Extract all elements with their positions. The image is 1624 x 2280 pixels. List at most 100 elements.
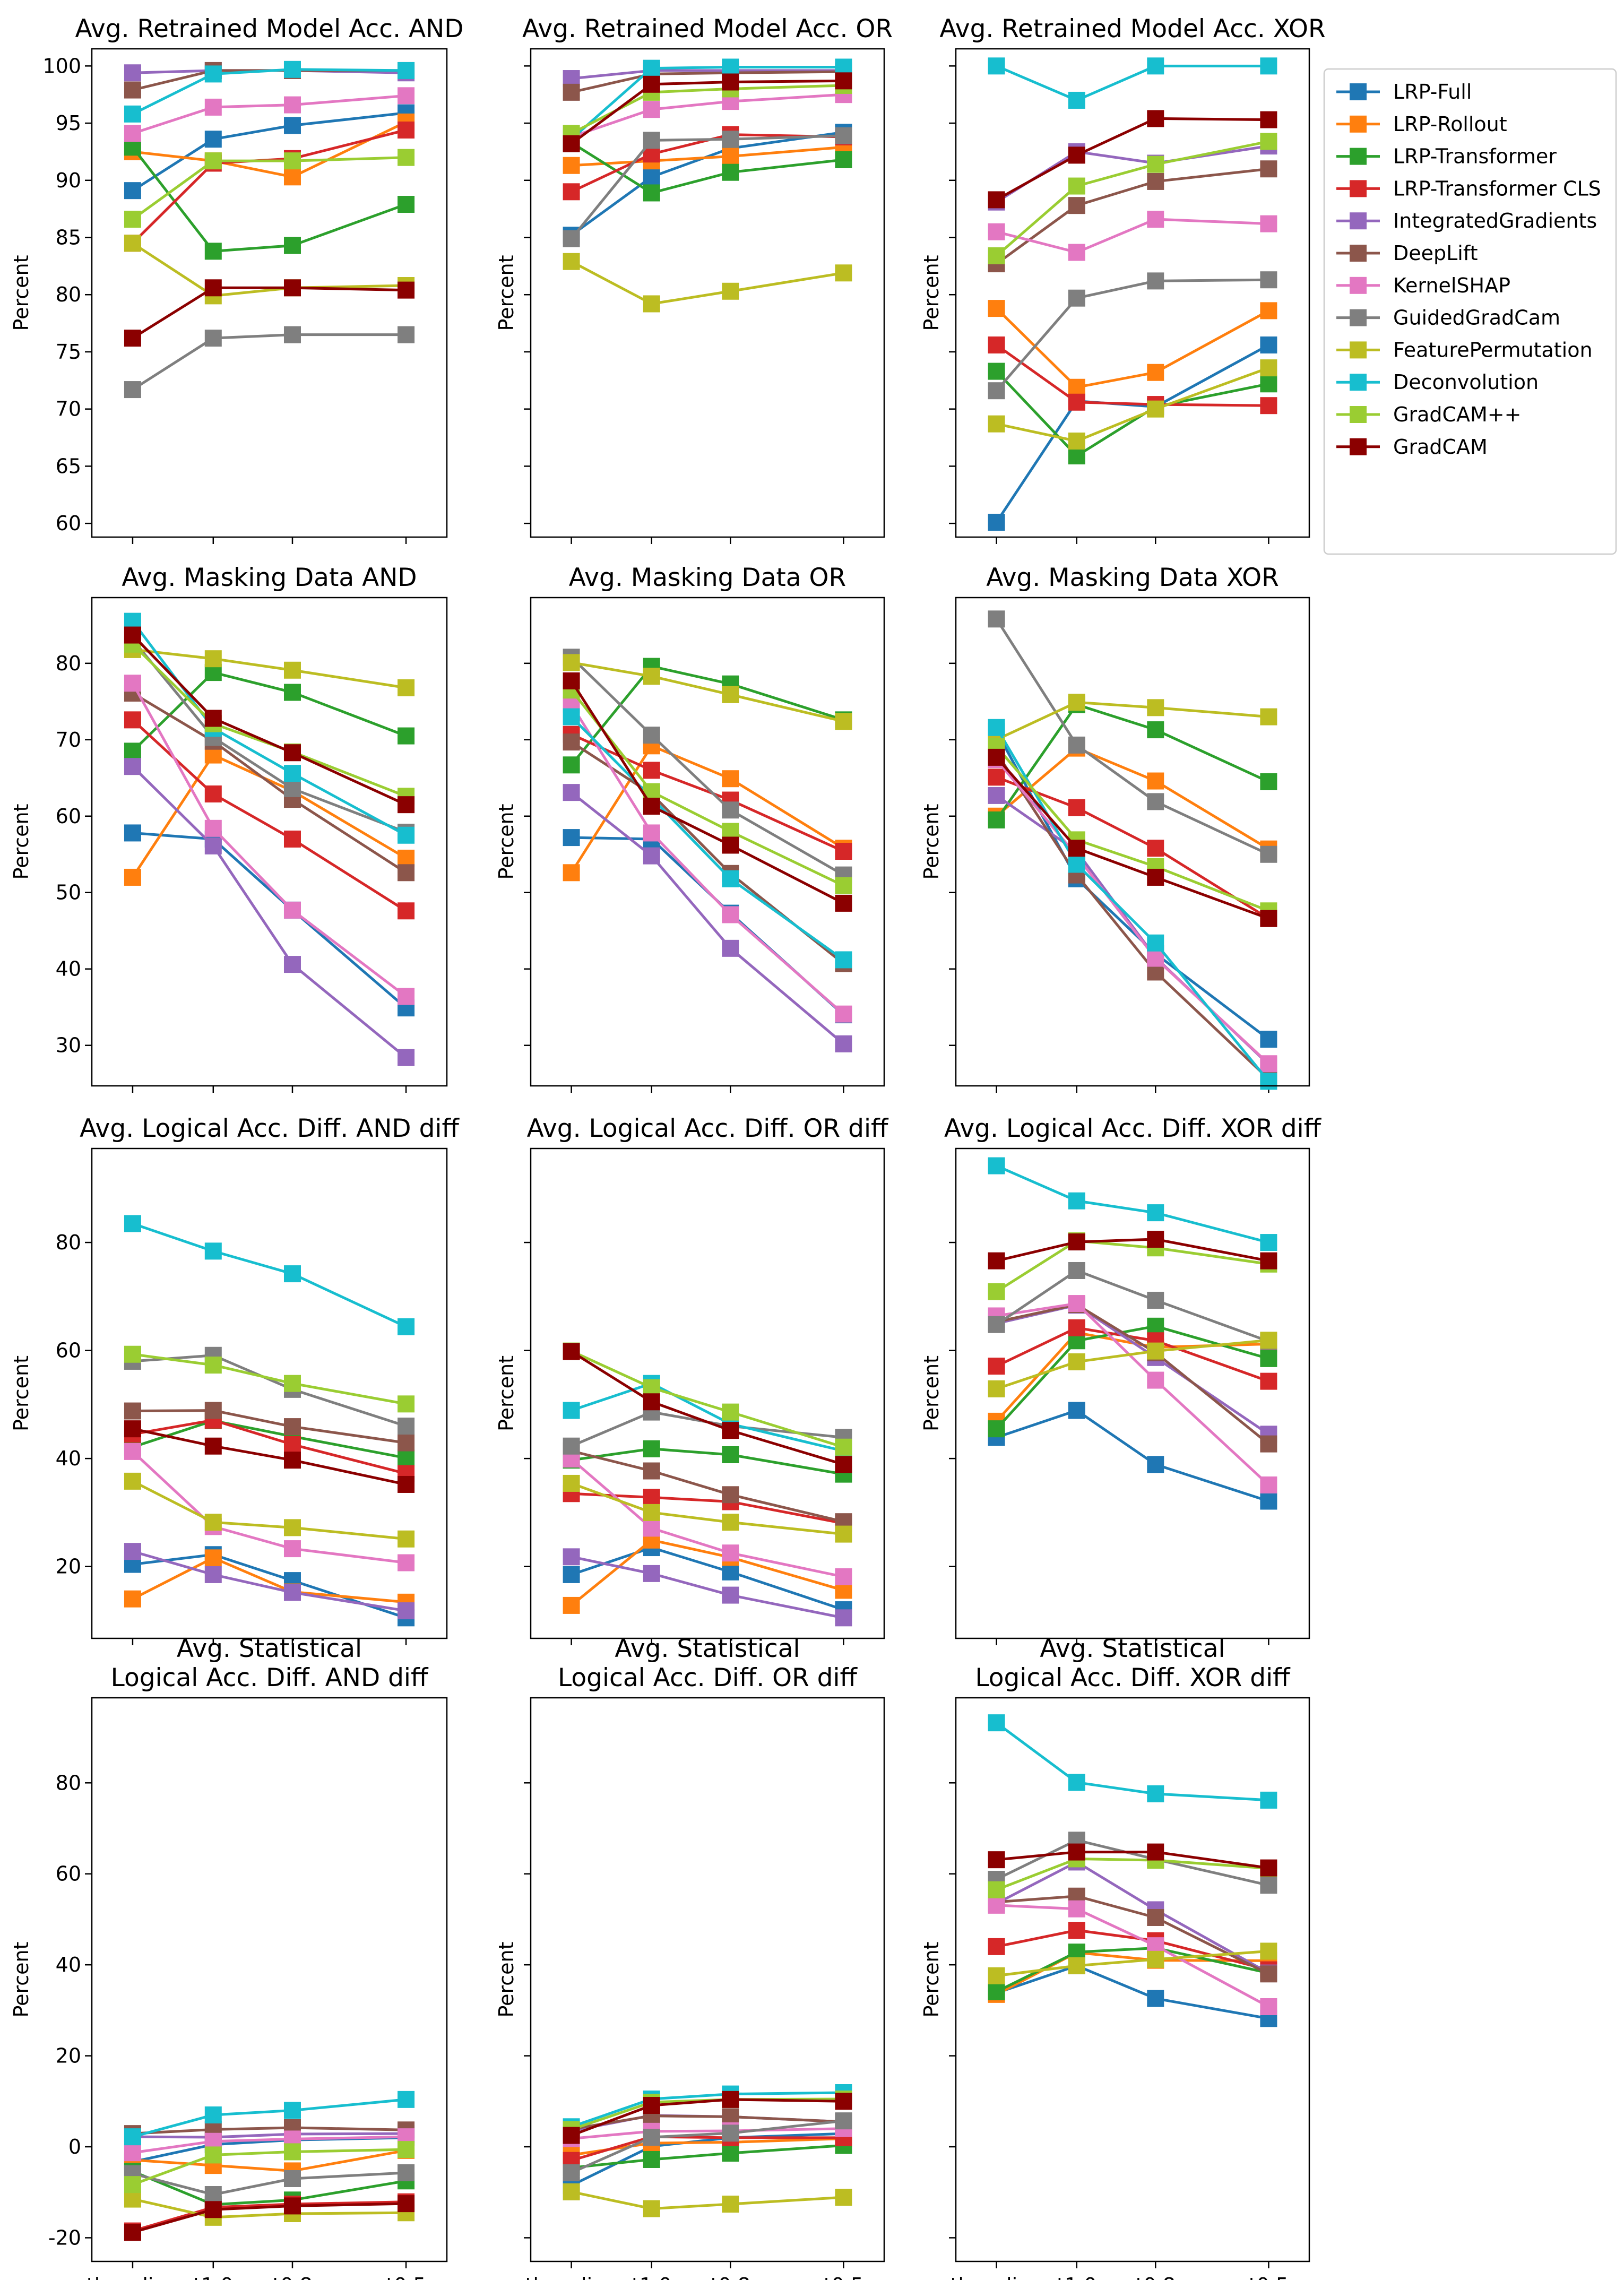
data-point xyxy=(835,877,852,894)
series-line xyxy=(570,689,844,887)
series-line xyxy=(995,140,1269,257)
series-line xyxy=(132,120,407,178)
data-point xyxy=(988,513,1005,531)
data-point xyxy=(124,1345,141,1363)
series-line xyxy=(995,278,1269,392)
series-line xyxy=(132,2098,407,2138)
data-point xyxy=(643,1519,660,1537)
data-point xyxy=(398,1049,415,1066)
series-featurepermutation xyxy=(988,359,1277,450)
data-point xyxy=(988,748,1005,766)
series-line xyxy=(571,661,844,723)
series-line xyxy=(132,1427,407,1486)
data-point xyxy=(1260,1942,1277,1960)
y-tick-label: 40 xyxy=(56,957,81,981)
data-point xyxy=(988,300,1005,317)
data-point xyxy=(835,151,852,168)
series-line xyxy=(132,2170,407,2206)
series-line xyxy=(996,64,1269,102)
data-point xyxy=(1147,949,1164,967)
data-point xyxy=(1260,160,1277,178)
series-line xyxy=(570,715,844,961)
legend-entry-lrp-transformer-cls: LRP-Transformer CLS xyxy=(1336,177,1601,200)
data-point xyxy=(124,711,141,729)
series-lrp-transformer xyxy=(563,1440,852,1483)
data-point xyxy=(1147,840,1164,857)
data-point xyxy=(988,1420,1005,1438)
data-point xyxy=(1260,1965,1277,1983)
panel-title: Avg. Logical Acc. Diff. XOR diff xyxy=(944,1114,1322,1143)
legend-entry-featurepermutation: FeaturePermutation xyxy=(1336,338,1593,361)
data-point xyxy=(643,727,660,744)
series-deconvolution xyxy=(988,57,1277,109)
series-featurepermutation xyxy=(988,694,1277,748)
series-line xyxy=(571,93,844,139)
series-line xyxy=(571,1411,844,1448)
series-gradcam xyxy=(124,2195,415,2241)
data-point xyxy=(1147,1950,1164,1968)
series-line xyxy=(995,703,1269,821)
data-point xyxy=(988,223,1005,240)
data-point xyxy=(835,2112,852,2130)
series-line xyxy=(132,2135,407,2154)
series-line xyxy=(571,69,844,80)
series-featurepermutation xyxy=(124,1472,415,1548)
series-guidedgradcam xyxy=(988,610,1277,863)
series-kernelshap xyxy=(563,696,852,1023)
data-point xyxy=(204,98,222,116)
data-point xyxy=(1260,1492,1277,1510)
data-point xyxy=(124,758,141,775)
data-point xyxy=(722,73,739,91)
series-line xyxy=(132,333,407,391)
axes-frame xyxy=(955,48,1310,538)
legend-label: IntegratedGradients xyxy=(1393,209,1597,232)
series-line xyxy=(132,1419,407,1459)
series-line xyxy=(995,618,1269,856)
series-kernelshap xyxy=(124,87,415,142)
series-line xyxy=(132,1553,407,1619)
data-point xyxy=(1147,1785,1164,1802)
panel-2-2: Avg. Logical Acc. Diff. XOR diff Percent xyxy=(920,1114,1322,1645)
legend-marker xyxy=(1350,212,1367,230)
series-line xyxy=(132,2198,407,2219)
data-point xyxy=(988,1157,1005,1174)
data-point xyxy=(1260,1031,1277,1048)
series-deeplift xyxy=(988,160,1277,273)
data-point xyxy=(283,1418,301,1436)
data-point xyxy=(563,157,580,174)
series-guidedgradcam xyxy=(988,271,1277,400)
data-point xyxy=(124,2190,141,2208)
data-point xyxy=(988,362,1005,380)
data-point xyxy=(563,1474,580,1492)
data-point xyxy=(1068,1843,1085,1861)
y-tick-label: 85 xyxy=(56,226,81,249)
x-tick-label: t0.5 xyxy=(386,2274,426,2280)
series-line xyxy=(996,1722,1269,1802)
data-point xyxy=(1068,1319,1085,1336)
data-point xyxy=(988,610,1005,628)
data-point xyxy=(835,2189,852,2206)
data-point xyxy=(988,1714,1005,1732)
data-point xyxy=(1068,1922,1085,1939)
y-axis-label: Percent xyxy=(920,255,943,331)
data-point xyxy=(563,1343,580,1360)
legend-label: GradCAM xyxy=(1393,435,1488,459)
axes-frame xyxy=(955,1147,1310,1639)
data-point xyxy=(204,819,222,837)
legend-label: LRP-Full xyxy=(1393,80,1472,103)
series-kernelshap xyxy=(988,211,1277,261)
data-point xyxy=(1260,397,1277,414)
data-point xyxy=(988,1252,1005,1269)
series-line xyxy=(570,744,844,874)
series-gradcam xyxy=(124,2141,415,2193)
data-point xyxy=(204,1437,222,1455)
series-kernelshap xyxy=(124,2128,415,2162)
data-point xyxy=(722,1446,739,1464)
legend-label: GradCAM++ xyxy=(1393,403,1521,426)
series-featurepermutation xyxy=(124,641,415,696)
series-gradcam xyxy=(124,149,415,228)
series-line xyxy=(571,836,845,1016)
y-tick-label: 80 xyxy=(56,652,81,675)
